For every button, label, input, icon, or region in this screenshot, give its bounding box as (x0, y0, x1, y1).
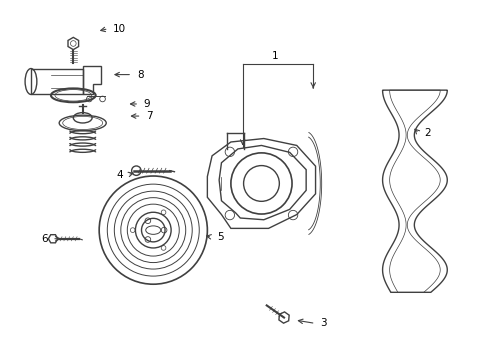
Text: 4: 4 (116, 170, 122, 180)
Text: 6: 6 (41, 234, 48, 244)
Text: 5: 5 (217, 232, 223, 242)
Text: 7: 7 (146, 111, 153, 121)
Text: 3: 3 (320, 319, 327, 328)
Text: 8: 8 (137, 69, 144, 80)
Text: 9: 9 (144, 99, 150, 109)
Text: 1: 1 (272, 51, 279, 61)
Text: 2: 2 (424, 129, 430, 138)
Text: 10: 10 (113, 24, 126, 33)
